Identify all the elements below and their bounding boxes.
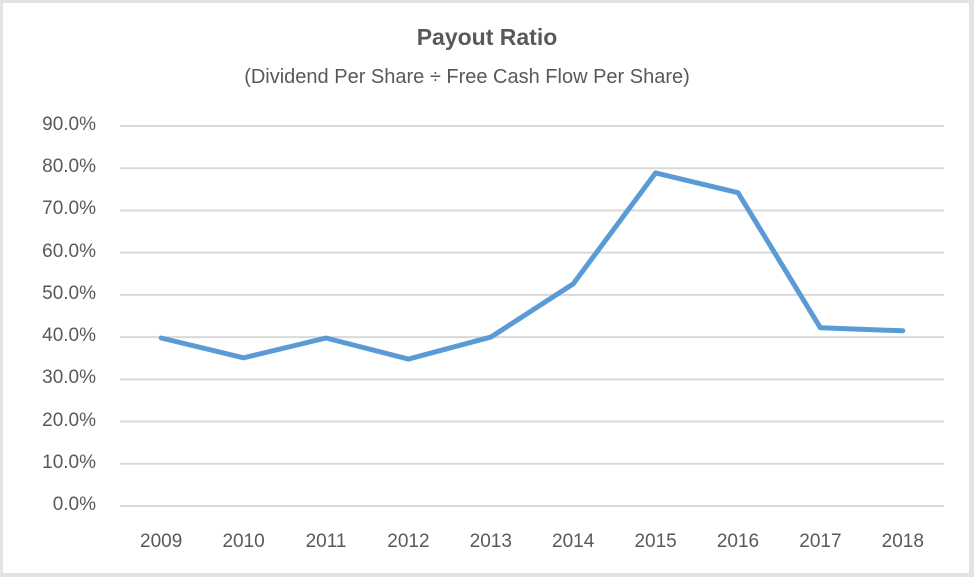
y-tick-label: 50.0% [42,282,96,304]
x-tick-label: 2017 [799,531,842,552]
x-tick-label: 2011 [305,531,347,552]
gridlines [120,125,944,507]
y-tick-label: 90.0% [42,114,96,135]
y-tick-label: 20.0% [42,409,96,431]
x-tick-label: 2014 [552,531,595,552]
y-tick-label: 60.0% [42,240,96,262]
x-tick-label: 2018 [881,531,924,552]
x-tick-label: 2016 [716,531,760,552]
x-tick-label: 2013 [469,531,512,552]
chart-subtitle: (Dividend Per Share ÷ Free Cash Flow Per… [244,66,690,88]
chart-frame [3,3,969,573]
y-tick-label: 0.0% [52,494,96,515]
y-tick-label: 40.0% [42,325,96,347]
y-tick-label: 10.0% [42,451,96,473]
payout-ratio-line [158,170,906,362]
x-tick-label: 2010 [222,531,265,552]
x-tick-label: 2009 [140,531,183,552]
x-tick-label: 2012 [387,531,430,552]
chart-title: Payout Ratio [416,24,558,50]
x-tick-label: 2015 [634,531,677,552]
y-tick-label: 30.0% [42,367,96,389]
y-tick-label: 70.0% [42,198,96,220]
y-tick-label: 80.0% [42,156,96,178]
